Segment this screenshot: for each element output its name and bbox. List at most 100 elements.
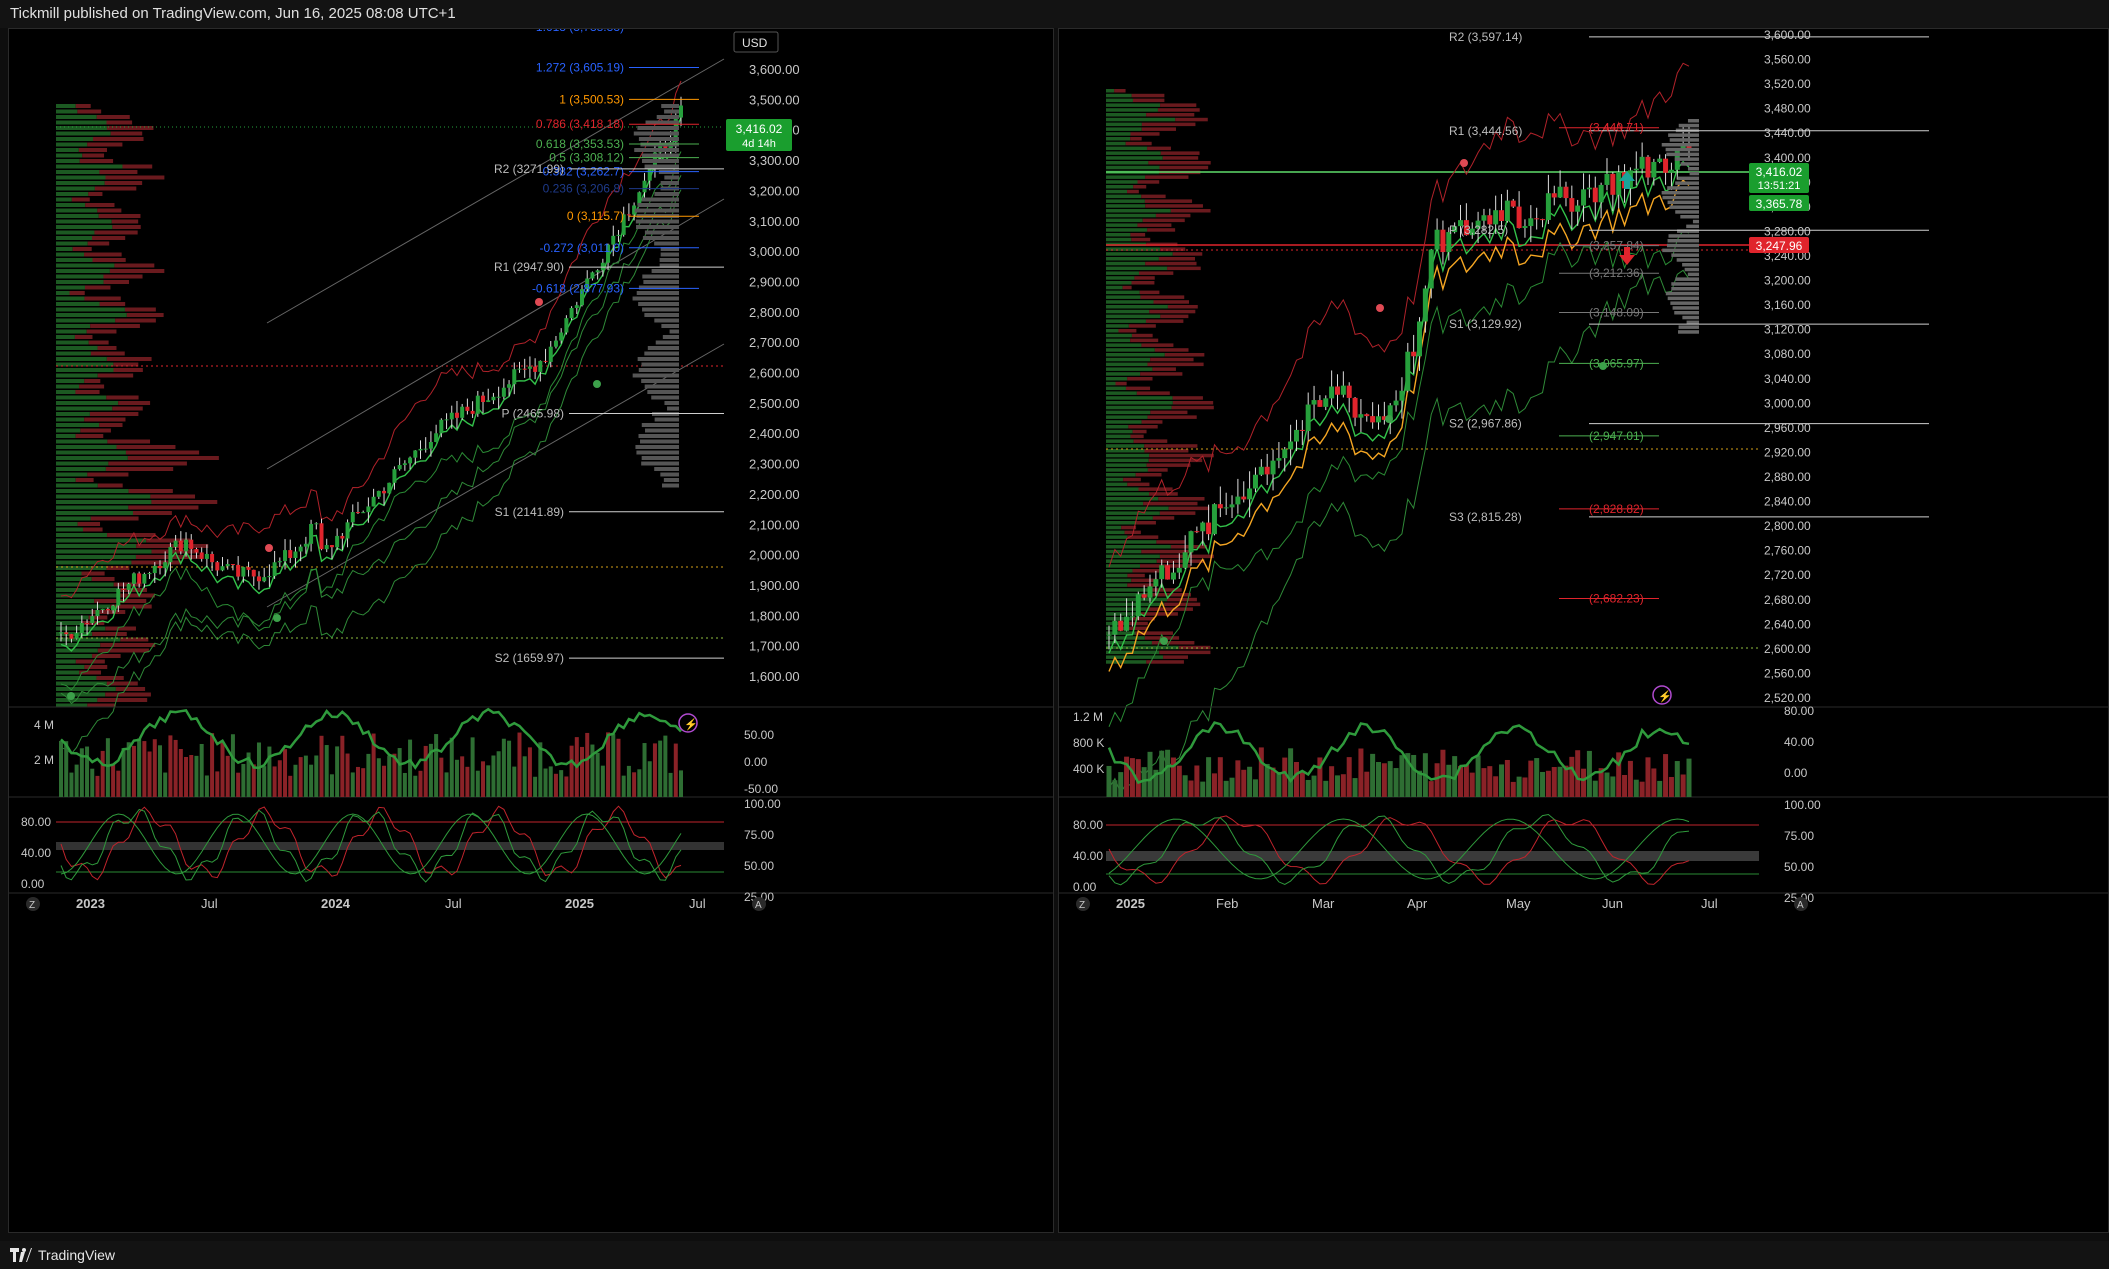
candle-body — [1352, 397, 1358, 418]
left-chart-svg[interactable]: 3,600.003,500.003,400.003,300.003,200.00… — [9, 29, 1054, 1233]
volume-profile-bar — [1106, 156, 1163, 160]
candle-body — [230, 564, 235, 566]
volume-profile-bar — [56, 489, 129, 493]
auto-scale-button — [752, 897, 766, 911]
volume-bar — [220, 741, 225, 797]
candle-body — [319, 523, 324, 550]
volume-bar — [215, 771, 220, 797]
volume-profile-bar — [1172, 396, 1203, 400]
right-chart-svg[interactable]: 3,600.00 3,560.00 3,520.00 3,480.00 3,440.00… — [1059, 29, 2109, 1233]
level-label: (3,065.97) — [1589, 356, 1644, 370]
candle-body — [590, 272, 595, 279]
volume-profile-bar — [1163, 655, 1189, 659]
volume-profile-bar — [56, 538, 147, 543]
volume-profile-bar — [92, 632, 127, 636]
volume-profile-bar — [1106, 660, 1147, 664]
session-volume-bar — [1662, 195, 1699, 200]
candle-body — [121, 588, 126, 590]
volume-bar — [199, 743, 204, 797]
candle-body — [1504, 200, 1510, 221]
price-axis-label: 1,800.00 — [749, 608, 800, 623]
session-volume-bar — [636, 450, 679, 455]
session-volume-bar — [641, 153, 679, 158]
candle-body — [1522, 226, 1528, 229]
auto-scale-label: A — [1797, 900, 1804, 911]
price-axis-label: 3,000.00 — [1764, 396, 1811, 410]
volume-profile-bar — [56, 456, 128, 460]
volume-bar — [434, 734, 439, 797]
volume-profile-bar — [1125, 626, 1148, 631]
session-volume-bar — [635, 445, 679, 449]
volume-profile-bar — [94, 230, 138, 235]
volume-profile-bar — [1164, 353, 1205, 357]
volume-bar — [1516, 776, 1522, 797]
volume-profile-bar — [56, 566, 107, 570]
pivot-label: R1 (3,444.56) — [1449, 124, 1522, 138]
volume-profile-bar — [90, 516, 139, 521]
volume-bar — [590, 744, 595, 797]
volume-profile-bar — [151, 549, 199, 554]
candle-body — [1170, 572, 1176, 580]
volume-profile-bar — [104, 181, 143, 185]
candle-body — [85, 623, 90, 625]
candle-body — [1334, 386, 1340, 395]
candle-body — [418, 448, 423, 451]
volume-profile-bar — [118, 401, 151, 405]
volume-bar — [95, 775, 100, 797]
volume-profile-bar — [69, 291, 85, 295]
volume-bar — [340, 735, 345, 797]
signal-dot — [1376, 304, 1384, 312]
volume-bar — [1147, 751, 1153, 797]
volume-bar — [397, 748, 402, 797]
candle-body — [267, 576, 272, 578]
candle-body — [74, 633, 79, 639]
candle-body — [1481, 215, 1487, 221]
volume-bar — [1522, 777, 1528, 797]
volume-bar — [1247, 766, 1253, 797]
right-chart-pane[interactable]: 3,600.00 3,560.00 3,520.00 3,480.00 3,440.00… — [1058, 28, 2109, 1233]
volume-profile-bar — [1106, 161, 1149, 165]
volume-profile-bar — [1136, 521, 1156, 525]
zoom-button-label: Z — [1079, 900, 1085, 911]
volume-bar — [1481, 768, 1487, 797]
session-volume-bar — [638, 137, 679, 141]
volume-profile-bar — [1106, 631, 1136, 635]
candle-body — [585, 278, 590, 290]
tradingview-logo[interactable]: TradingView — [10, 1241, 115, 1269]
volume-profile-bar — [1144, 199, 1193, 203]
candle-body — [126, 583, 131, 590]
volume-bar — [423, 745, 428, 797]
volume-bar — [1604, 772, 1610, 797]
volume-profile-bar — [56, 412, 90, 416]
candle-body — [210, 553, 215, 563]
volume-profile-bar — [1106, 113, 1147, 117]
trend-channel-line — [266, 58, 725, 324]
candle-body — [1680, 143, 1686, 151]
left-chart-pane[interactable]: 3,600.003,500.003,400.003,300.003,200.00… — [8, 28, 1054, 1233]
session-volume-bar — [641, 423, 679, 427]
volume-profile-bar — [84, 379, 101, 383]
candle-body — [1405, 351, 1411, 391]
session-volume-bar — [652, 412, 679, 416]
candle-body — [298, 546, 303, 552]
volume-bar — [1487, 766, 1493, 797]
volume-profile-bar — [56, 417, 85, 422]
volume-profile-bar — [56, 357, 107, 361]
volume-profile-bar — [1106, 554, 1160, 559]
volume-profile-bar — [116, 445, 176, 449]
volume-profile-bar — [82, 153, 105, 158]
volume-profile-bar — [1106, 449, 1145, 453]
volume-profile-bar — [1158, 257, 1195, 261]
volume-profile-bar — [131, 560, 182, 565]
volume-bar — [178, 748, 183, 797]
session-volume-bar — [641, 159, 679, 163]
volume-bar — [85, 746, 90, 797]
oscillator-line — [1108, 815, 1690, 885]
volume-profile-bar — [1106, 588, 1148, 592]
price-axis-label: 3,520.00 — [1764, 77, 1811, 91]
volume-bar — [1141, 767, 1147, 797]
pivot-label: S1 (3,129.92) — [1449, 317, 1522, 331]
volume-profile-bar — [56, 533, 108, 537]
volume-profile-bar — [56, 527, 84, 532]
volume-profile-bar — [1106, 305, 1168, 309]
